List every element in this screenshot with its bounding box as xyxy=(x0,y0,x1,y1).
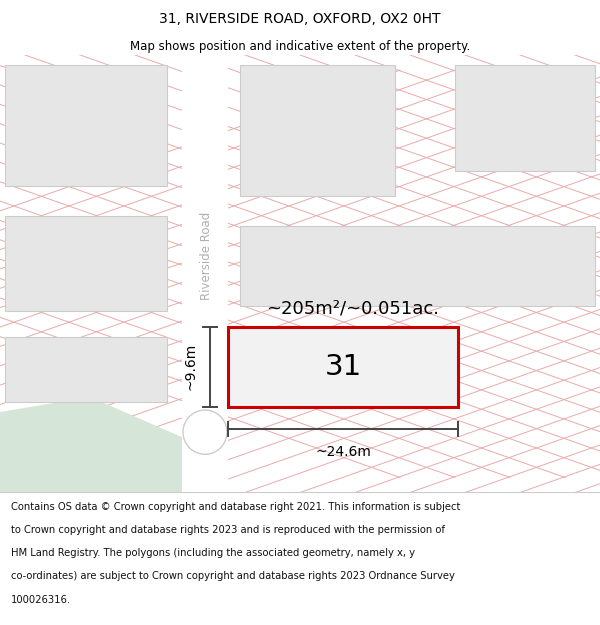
Bar xyxy=(240,226,595,306)
Text: Riverside Road: Riverside Road xyxy=(199,212,212,300)
Bar xyxy=(228,326,458,407)
Bar xyxy=(455,65,595,171)
Text: Contains OS data © Crown copyright and database right 2021. This information is : Contains OS data © Crown copyright and d… xyxy=(11,502,460,512)
Text: ~24.6m: ~24.6m xyxy=(315,445,371,459)
Bar xyxy=(5,216,167,311)
Text: 31, RIVERSIDE ROAD, OXFORD, OX2 0HT: 31, RIVERSIDE ROAD, OXFORD, OX2 0HT xyxy=(159,12,441,26)
Bar xyxy=(182,55,228,493)
Bar xyxy=(5,65,167,186)
Text: to Crown copyright and database rights 2023 and is reproduced with the permissio: to Crown copyright and database rights 2… xyxy=(11,525,445,535)
Bar xyxy=(240,65,395,196)
Circle shape xyxy=(183,410,227,454)
Bar xyxy=(5,337,167,402)
Polygon shape xyxy=(0,397,182,492)
Text: ~9.6m: ~9.6m xyxy=(184,343,198,391)
Text: co-ordinates) are subject to Crown copyright and database rights 2023 Ordnance S: co-ordinates) are subject to Crown copyr… xyxy=(11,571,455,581)
Text: HM Land Registry. The polygons (including the associated geometry, namely x, y: HM Land Registry. The polygons (includin… xyxy=(11,548,415,558)
Text: Map shows position and indicative extent of the property.: Map shows position and indicative extent… xyxy=(130,39,470,52)
Text: ~205m²/~0.051ac.: ~205m²/~0.051ac. xyxy=(266,299,439,318)
Text: 31: 31 xyxy=(325,352,362,381)
Text: 100026316.: 100026316. xyxy=(11,594,71,604)
